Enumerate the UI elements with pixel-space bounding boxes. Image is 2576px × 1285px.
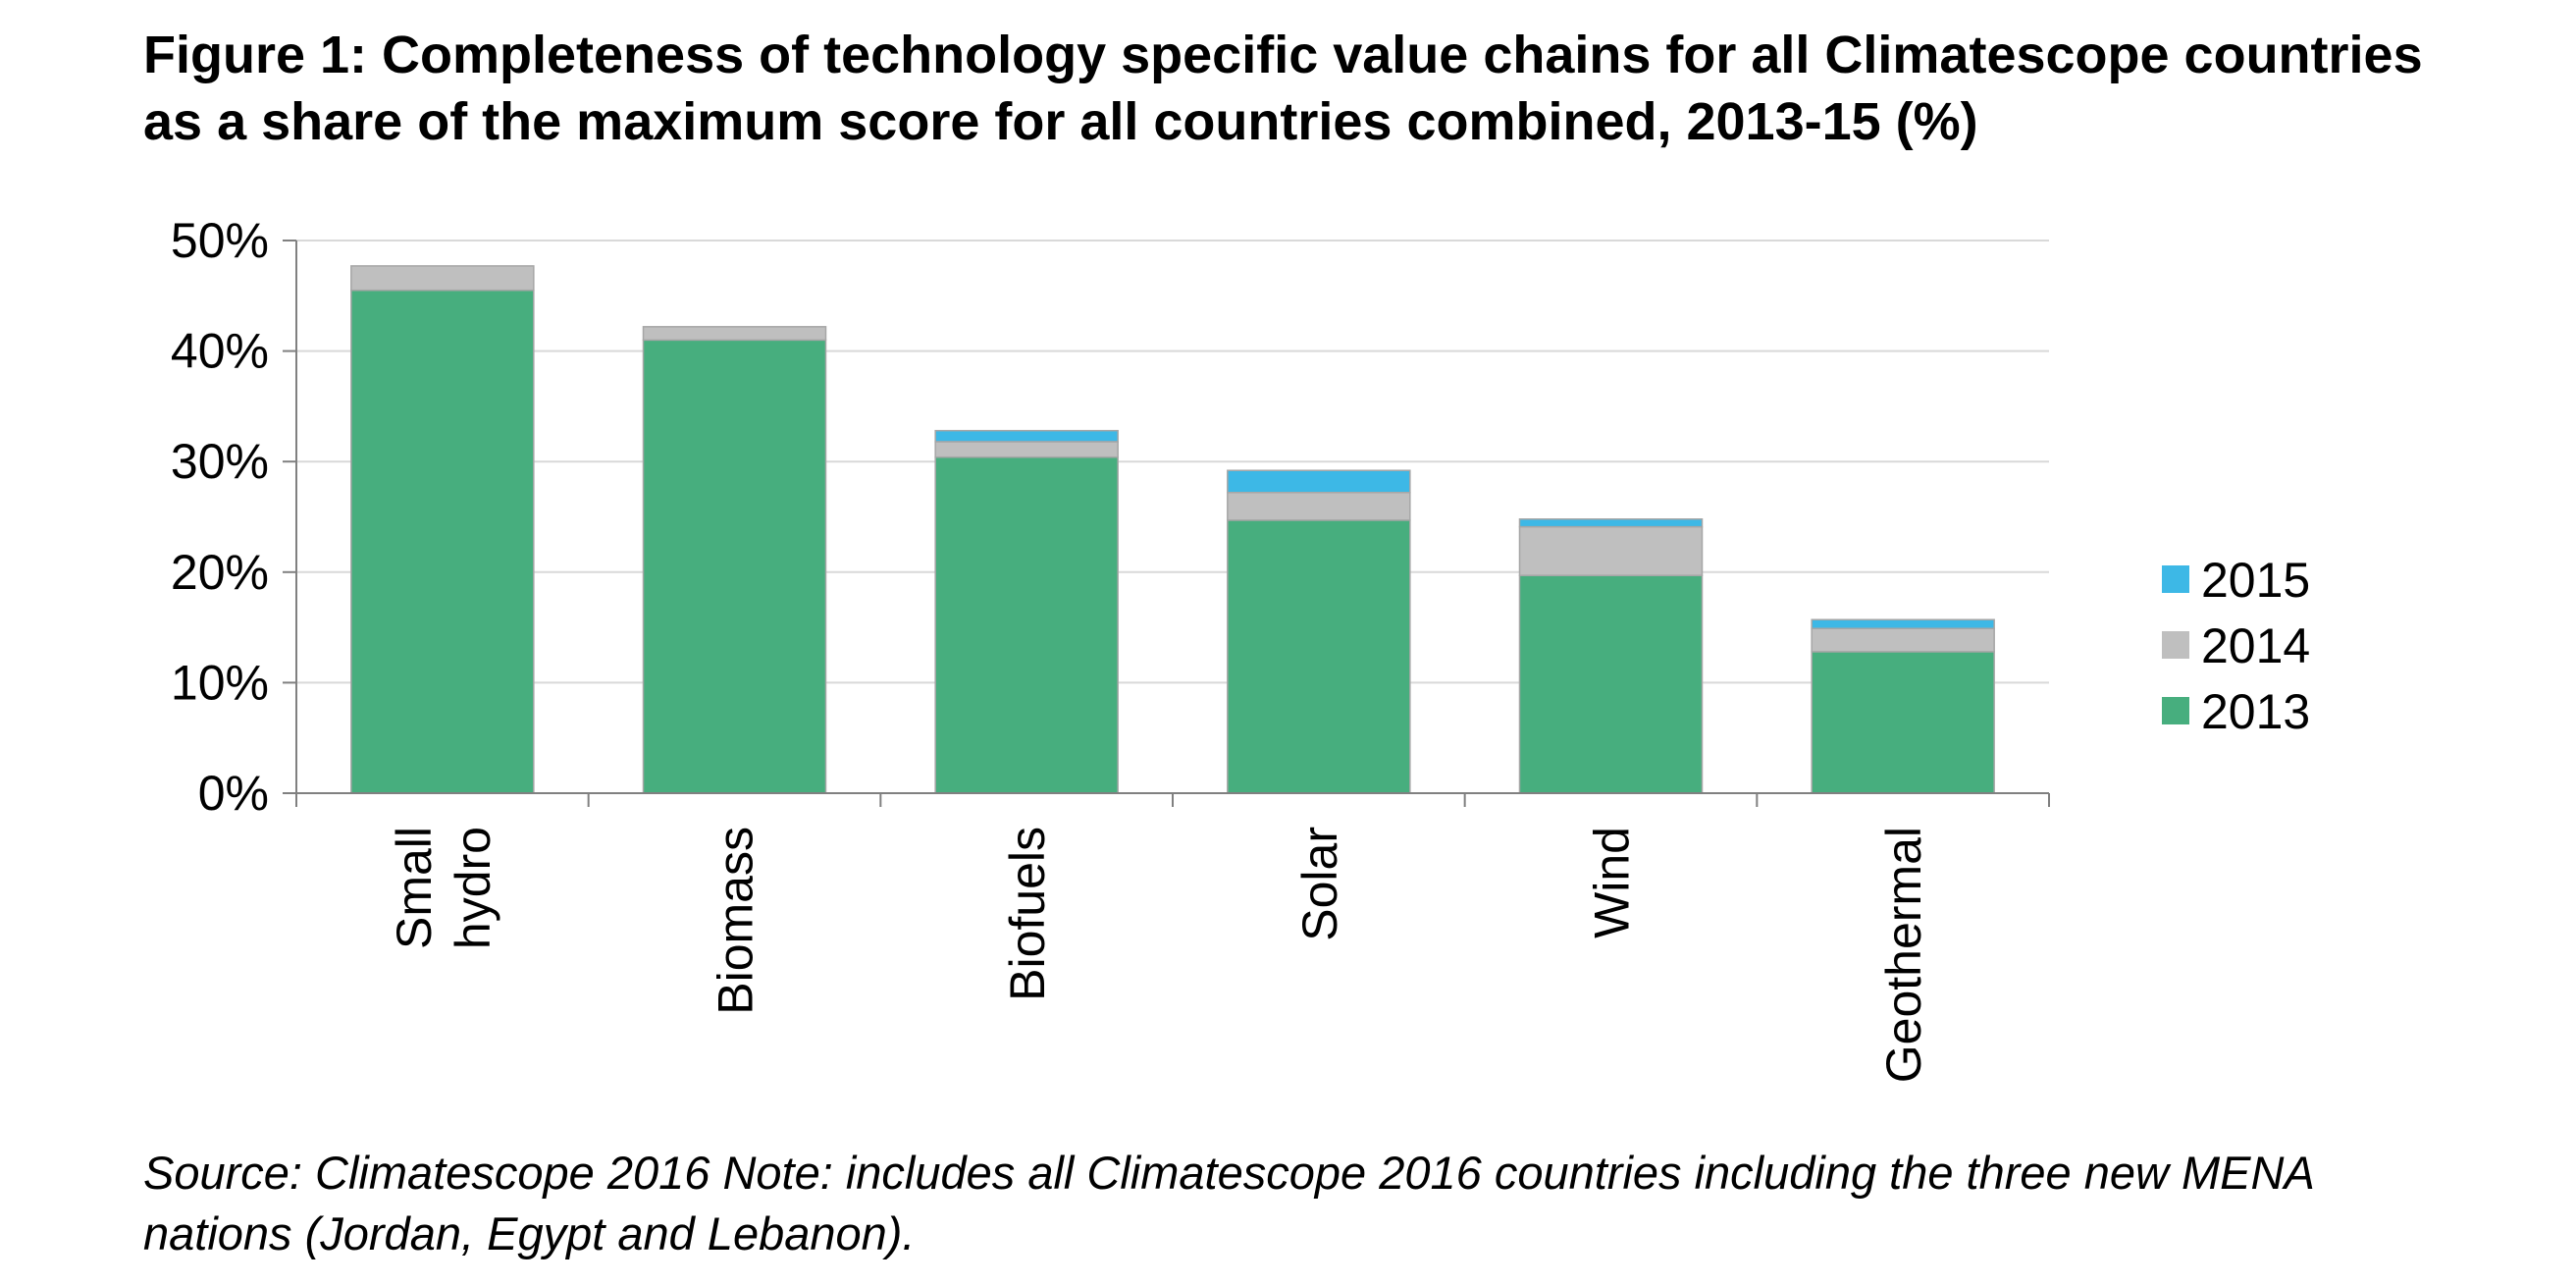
- bar-segment-2015: [934, 429, 1119, 443]
- bar-segment-2015: [1811, 618, 1995, 629]
- bar-segment-2015: [1518, 518, 1704, 528]
- x-tick-label-line: Geothermal: [1876, 827, 1931, 1083]
- chart-title-line-1: Figure 1: Completeness of technology spe…: [143, 26, 2423, 84]
- bar-segment-2013: [1518, 574, 1704, 794]
- bar-segment-2014: [1518, 525, 1704, 576]
- bar-segment-2013: [642, 339, 827, 794]
- bar-segment-2014: [1811, 627, 1995, 653]
- x-tick-label-line: Small: [387, 827, 442, 949]
- y-tick-label: 10%: [171, 655, 269, 710]
- source-note-line-1: Source: Climatescope 2016 Note: includes…: [143, 1147, 2315, 1199]
- legend-label-2014: 2014: [2201, 618, 2310, 673]
- legend-swatch-2015: [2162, 565, 2189, 593]
- legend: 2015 2014 2013: [2162, 553, 2310, 739]
- x-tick-label: Biomass: [709, 827, 763, 1015]
- source-note: Source: Climatescope 2016 Note: includes…: [143, 1143, 2518, 1264]
- axes: [283, 240, 2050, 807]
- y-tick-label: 20%: [171, 545, 269, 600]
- x-tick-label-line: Wind: [1585, 827, 1640, 938]
- y-tick-label: 0%: [198, 766, 269, 821]
- bar-segment-2014: [1227, 491, 1411, 521]
- bar-segment-2014: [934, 441, 1119, 458]
- bar-segment-2015: [1227, 469, 1411, 494]
- bar-segment-2014: [642, 326, 827, 342]
- x-tick-label-line: Biomass: [709, 827, 763, 1015]
- y-tick-label: 40%: [171, 324, 269, 379]
- x-tick-label-line: hydro: [446, 827, 500, 949]
- y-tick-label: 30%: [171, 434, 269, 489]
- bar-segment-2013: [1811, 651, 1995, 794]
- legend-label-2015: 2015: [2201, 553, 2310, 608]
- bar-segment-2014: [350, 265, 535, 292]
- source-note-line-2: nations (Jordan, Egypt and Lebanon).: [143, 1207, 916, 1259]
- chart-title: Figure 1: Completeness of technology spe…: [143, 22, 2538, 155]
- legend-swatch-2014: [2162, 631, 2189, 659]
- chart-title-line-2: as a share of the maximum score for all …: [143, 92, 1978, 151]
- legend-swatch-2013: [2162, 697, 2189, 724]
- legend-label-2013: 2013: [2201, 684, 2310, 739]
- bars: [350, 265, 1995, 794]
- x-tick-label: Wind: [1585, 827, 1640, 938]
- bar-segment-2013: [350, 289, 535, 794]
- x-tick-label-line: Biofuels: [1000, 827, 1055, 1001]
- x-tick-label: Geothermal: [1876, 827, 1931, 1083]
- y-axis-tick-labels: 0% 10% 20% 30% 40% 50%: [171, 213, 269, 821]
- x-tick-label: Solar: [1292, 827, 1347, 941]
- y-tick-label: 50%: [171, 213, 269, 268]
- x-axis-tick-labels: Smallhydro Biomass Biofuels Solar Wind Geothe…: [387, 827, 1931, 1083]
- gridlines: [296, 240, 2049, 684]
- x-tick-label-line: Solar: [1292, 827, 1347, 941]
- bar-segment-2013: [934, 455, 1119, 794]
- x-tick-label: Biofuels: [1000, 827, 1055, 1001]
- bar-segment-2013: [1227, 519, 1411, 794]
- x-tick-label: Smallhydro: [387, 827, 500, 949]
